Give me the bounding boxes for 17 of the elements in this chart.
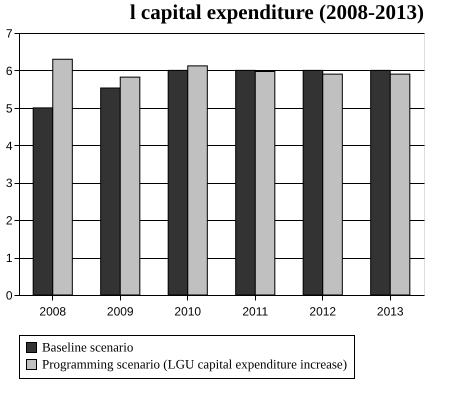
chart-title: l capital expenditure (2008-2013): [130, 0, 424, 24]
x-tick-label: 2008: [39, 304, 66, 318]
x-tick-label: 2010: [174, 304, 202, 318]
legend-label: Baseline scenario: [42, 340, 134, 354]
y-tick-label: 0: [6, 288, 13, 302]
y-tick-label: 7: [6, 26, 13, 40]
y-tick-label: 6: [6, 64, 13, 78]
x-tick-label: 2011: [242, 304, 268, 318]
y-tick-label: 2: [6, 214, 13, 228]
x-tick-label: 2013: [376, 304, 404, 318]
y-tick-label: 3: [6, 176, 13, 190]
y-tick-label: 1: [6, 251, 13, 266]
y-tick-label: 5: [6, 101, 13, 116]
x-tick-label: 2009: [106, 304, 134, 318]
legend-label: Programming scenario (LGU capital expenditure increase): [42, 356, 348, 372]
y-tick-label: 4: [6, 138, 13, 153]
x-tick-label: 2012: [309, 304, 336, 318]
